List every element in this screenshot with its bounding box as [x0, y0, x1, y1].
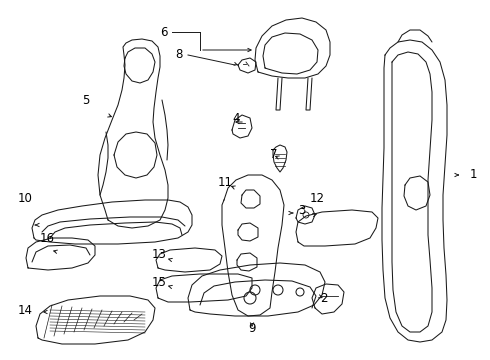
Text: 2: 2	[320, 292, 327, 305]
Text: 3: 3	[298, 203, 305, 216]
Text: 1: 1	[470, 168, 477, 181]
Text: 6: 6	[160, 26, 168, 39]
Text: 13: 13	[152, 248, 167, 261]
Text: 9: 9	[248, 322, 256, 335]
Text: 14: 14	[18, 303, 33, 316]
Text: 7: 7	[270, 148, 277, 162]
Text: 10: 10	[18, 192, 33, 204]
Text: 12: 12	[310, 192, 325, 204]
Text: 5: 5	[82, 94, 89, 107]
Text: 4: 4	[232, 112, 240, 125]
Text: 15: 15	[152, 276, 167, 289]
Text: 11: 11	[218, 175, 233, 189]
Text: 8: 8	[175, 49, 182, 62]
Text: 16: 16	[40, 231, 55, 244]
